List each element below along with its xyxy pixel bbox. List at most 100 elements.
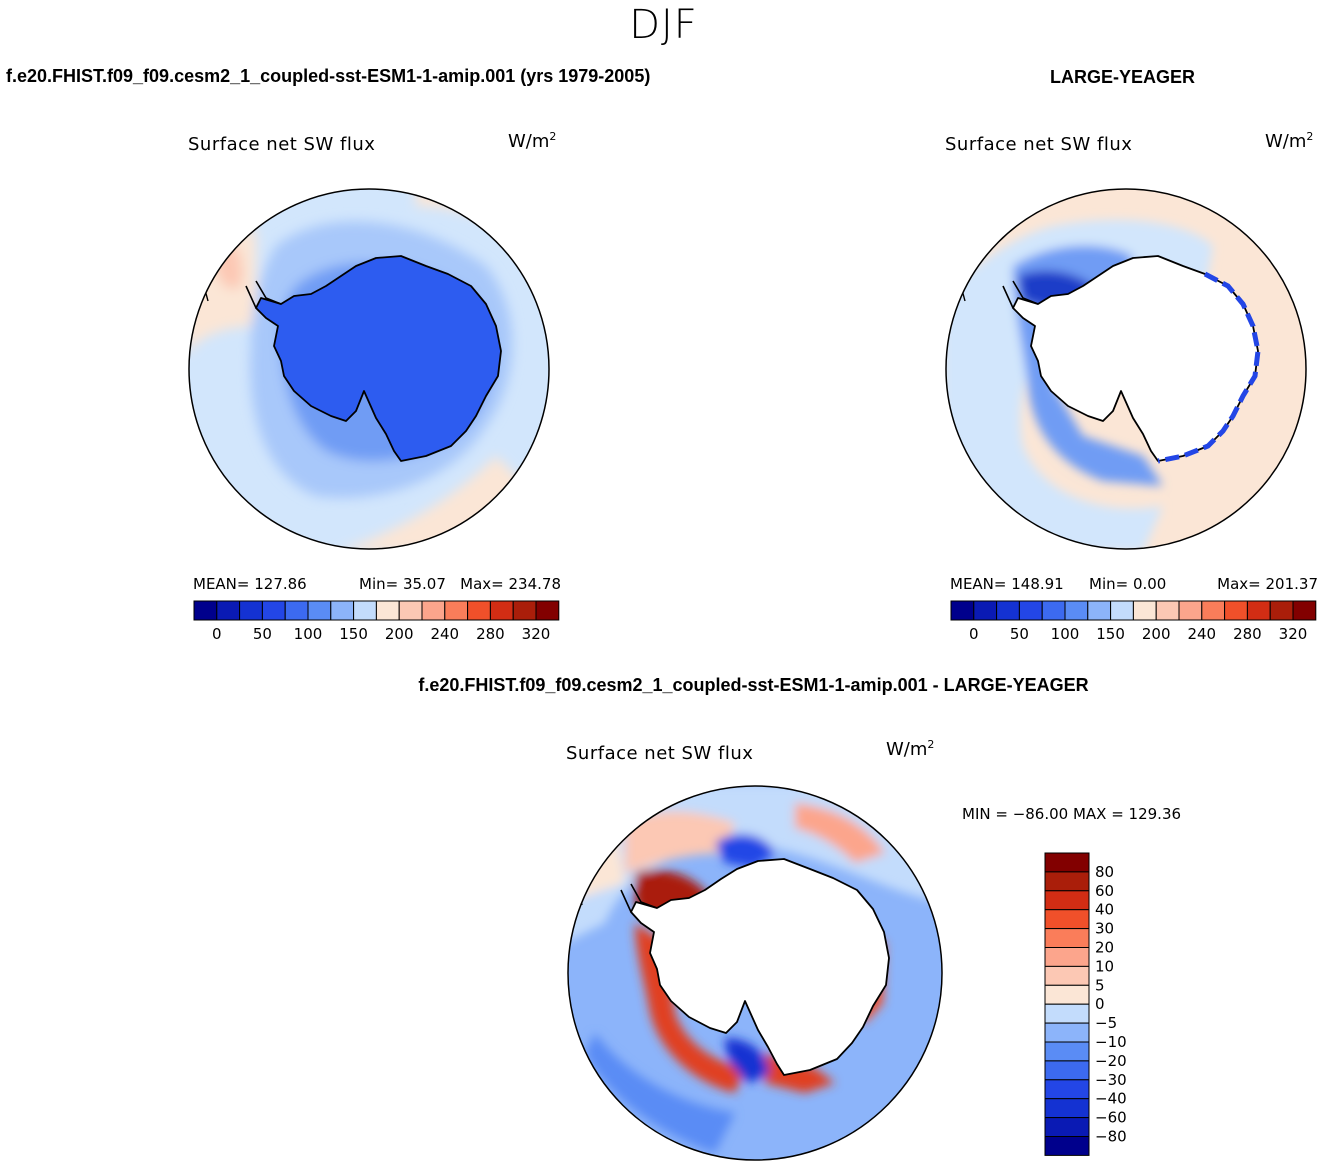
diff-colorbar-box xyxy=(1044,965,1090,986)
diff-colorbar-tick-label: 60 xyxy=(1095,882,1114,900)
diff-colorbar-tick-label: 40 xyxy=(1095,901,1114,919)
test-variable-name: Surface net SW flux xyxy=(188,134,376,155)
diff-colorbar-box xyxy=(1044,1136,1090,1156)
obs-colorbar-box xyxy=(1041,600,1066,621)
test-colorbar-box xyxy=(353,600,377,621)
test-colorbar-box xyxy=(193,600,218,621)
obs-colorbar-tick-label: 280 xyxy=(1233,625,1262,643)
diff-case-title: f.e20.FHIST.f09_f09.cesm2_1_coupled-sst-… xyxy=(418,675,1089,695)
obs-colorbar-box xyxy=(1224,600,1248,621)
obs-variable-name: Surface net SW flux xyxy=(945,134,1133,155)
test-colorbar-box xyxy=(375,600,400,621)
diff-colorbar-tick-label: −5 xyxy=(1095,1014,1117,1032)
obs-min-label: Min= 0.00 xyxy=(1089,575,1167,593)
test-units: W/m2 xyxy=(508,130,557,152)
test-colorbar-box xyxy=(398,600,423,621)
obs-colorbar-box xyxy=(1018,600,1043,621)
test-polar-map xyxy=(188,188,550,550)
obs-peninsula-coast xyxy=(1002,280,1039,309)
obs-colorbar-box xyxy=(1155,600,1180,621)
obs-map-boundary xyxy=(945,188,1307,550)
test-colorbar-tick-label: 200 xyxy=(385,625,414,643)
diff-colorbar-box xyxy=(1044,852,1090,873)
test-colorbar-box xyxy=(261,600,286,621)
obs-colorbar-box xyxy=(950,600,975,621)
obs-case-title: LARGE-YEAGER xyxy=(1050,67,1196,87)
obs-stats: MEAN= 148.91 Min= 0.00 Max= 201.37 xyxy=(950,575,1318,593)
obs-colorbar-box xyxy=(996,600,1020,621)
diff-antarctica xyxy=(630,858,890,1076)
diff-colorbar-tick-label: 20 xyxy=(1095,939,1114,957)
diff-colorbar-tick-label: −30 xyxy=(1095,1071,1127,1089)
obs-colorbar-tick-label: 320 xyxy=(1279,625,1308,643)
diff-colorbar-tick-label: −10 xyxy=(1095,1033,1127,1051)
diff-field-cool-south xyxy=(725,1038,770,1083)
diff-field-warm-n xyxy=(625,811,735,873)
diff-polar-map xyxy=(567,785,943,1161)
obs-colorbar-tick-label: 150 xyxy=(1096,625,1125,643)
test-colorbar-tick-label: 320 xyxy=(522,625,551,643)
obs-colorbar-box xyxy=(1292,600,1317,621)
test-colorbar-tick-label: 150 xyxy=(339,625,368,643)
obs-colorbar-tick-label: 100 xyxy=(1051,625,1080,643)
diff-colorbar-tick-label: −40 xyxy=(1095,1090,1127,1108)
obs-colorbar-tick-label: 200 xyxy=(1142,625,1171,643)
test-case-title: f.e20.FHIST.f09_f09.cesm2_1_coupled-sst-… xyxy=(6,66,651,86)
test-colorbar-box xyxy=(467,600,491,621)
test-peninsula-coast xyxy=(245,280,282,309)
diff-south-america-coast xyxy=(577,840,586,906)
obs-colorbar-box xyxy=(1087,600,1112,621)
test-min-label: Min= 35.07 xyxy=(359,575,446,593)
diff-peninsula-coast xyxy=(620,883,658,913)
obs-polar-map xyxy=(945,188,1307,550)
obs-colorbar: 0 50 100 150 200 240 280 320 xyxy=(950,600,1317,643)
test-colorbar-box xyxy=(489,600,514,621)
obs-colorbar-tick-label: 50 xyxy=(1010,625,1029,643)
diff-colorbar-box xyxy=(1044,1060,1090,1081)
diff-field-warm-ne xyxy=(795,803,885,863)
test-max-label: Max= 234.78 xyxy=(460,575,561,593)
diff-colorbar-tick-label: −60 xyxy=(1095,1109,1127,1127)
test-colorbar-box xyxy=(512,600,537,621)
diff-colorbar-tick-label: −20 xyxy=(1095,1052,1127,1070)
obs-colorbar-box xyxy=(1132,600,1157,621)
obs-mean-label: MEAN= 148.91 xyxy=(950,575,1064,593)
obs-colorbar-box xyxy=(1110,600,1134,621)
obs-colorbar-box xyxy=(1246,600,1271,621)
test-colorbar-box xyxy=(535,600,560,621)
test-map-boundary xyxy=(188,188,550,550)
test-antarctica xyxy=(255,255,502,462)
diff-colorbar-box xyxy=(1044,1079,1090,1100)
test-colorbar-tick-label: 50 xyxy=(253,625,272,643)
obs-colorbar-tick-label: 240 xyxy=(1187,625,1216,643)
diff-colorbar-box xyxy=(1044,909,1090,930)
diff-minmax-label: MIN = −86.00 MAX = 129.36 xyxy=(962,805,1182,823)
diff-map-boundary xyxy=(567,785,943,1161)
diff-colorbar-box xyxy=(1044,1041,1090,1062)
test-colorbar-box xyxy=(307,600,332,621)
diff-colorbar-tick-label: 0 xyxy=(1095,995,1105,1013)
test-colorbar: 0 50 100 150 200 240 280 320 xyxy=(193,600,560,643)
test-colorbar-box xyxy=(239,600,263,621)
test-colorbar-tick-label: 0 xyxy=(212,625,222,643)
diff-colorbar-box xyxy=(1044,1003,1090,1024)
obs-colorbar-box xyxy=(1269,600,1294,621)
diff-field-cool-sw xyxy=(585,1033,735,1153)
test-colorbar-tick-label: 280 xyxy=(476,625,505,643)
diff-colorbar-tick-label: 30 xyxy=(1095,920,1114,938)
test-stats: MEAN= 127.86 Min= 35.07 Max= 234.78 xyxy=(193,575,561,593)
diff-colorbar-tick-label: 10 xyxy=(1095,957,1114,975)
test-colorbar-tick-label: 100 xyxy=(294,625,323,643)
test-colorbar-box xyxy=(216,600,241,621)
season-title: DJF xyxy=(629,2,698,48)
diff-colorbar-box xyxy=(1044,1022,1090,1043)
test-colorbar-box xyxy=(444,600,469,621)
diff-colorbar-tick-label: 5 xyxy=(1095,976,1105,994)
diff-colorbar-box xyxy=(1044,928,1090,948)
test-colorbar-tick-label: 240 xyxy=(430,625,459,643)
diff-variable-name: Surface net SW flux xyxy=(566,743,754,764)
diff-colorbar-box xyxy=(1044,947,1090,967)
obs-units: W/m2 xyxy=(1265,130,1314,152)
test-colorbar-box xyxy=(421,600,446,621)
